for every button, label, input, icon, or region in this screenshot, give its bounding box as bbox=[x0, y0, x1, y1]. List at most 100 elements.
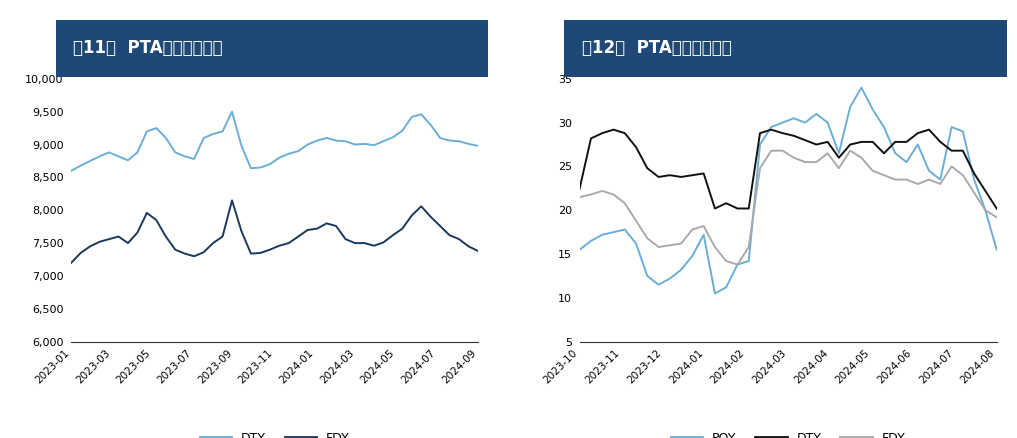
DTY bbox=[968, 171, 980, 176]
FDY bbox=[630, 218, 642, 223]
FDY bbox=[720, 258, 732, 264]
DTY bbox=[855, 139, 868, 145]
DTY bbox=[113, 154, 125, 159]
DTY bbox=[274, 155, 286, 160]
FDY bbox=[274, 243, 286, 248]
FDY bbox=[844, 148, 856, 153]
FDY bbox=[742, 244, 755, 250]
POY bbox=[776, 120, 788, 125]
DTY bbox=[585, 136, 597, 141]
DTY bbox=[900, 139, 912, 145]
DTY bbox=[283, 151, 295, 156]
FDY bbox=[263, 247, 276, 252]
DTY bbox=[923, 127, 936, 132]
POY bbox=[911, 142, 923, 147]
DTY bbox=[197, 135, 210, 141]
DTY bbox=[330, 138, 342, 143]
FDY bbox=[878, 173, 890, 178]
POY bbox=[641, 273, 653, 279]
DTY bbox=[889, 139, 901, 145]
DTY bbox=[254, 165, 266, 170]
FDY bbox=[397, 226, 409, 231]
DTY bbox=[822, 139, 834, 145]
DTY bbox=[320, 135, 333, 141]
DTY bbox=[340, 138, 352, 144]
POY bbox=[596, 232, 608, 237]
DTY bbox=[263, 162, 276, 167]
FDY bbox=[618, 201, 631, 206]
FDY bbox=[463, 244, 475, 249]
DTY bbox=[709, 206, 721, 211]
FDY bbox=[923, 177, 936, 182]
DTY bbox=[415, 112, 427, 117]
DTY bbox=[720, 201, 732, 206]
FDY bbox=[74, 250, 86, 255]
FDY bbox=[799, 159, 812, 165]
FDY bbox=[607, 192, 619, 197]
POY bbox=[957, 129, 969, 134]
POY bbox=[855, 85, 868, 90]
DTY bbox=[368, 143, 380, 148]
FDY bbox=[245, 251, 257, 256]
FDY bbox=[415, 204, 427, 209]
FDY bbox=[226, 198, 238, 203]
FDY bbox=[675, 241, 687, 246]
DTY bbox=[946, 148, 958, 153]
DTY bbox=[406, 114, 418, 120]
FDY bbox=[84, 244, 97, 249]
POY bbox=[991, 247, 1003, 252]
DTY bbox=[911, 131, 923, 136]
POY bbox=[618, 227, 631, 232]
DTY bbox=[151, 126, 163, 131]
DTY bbox=[731, 206, 743, 211]
FDY bbox=[217, 234, 229, 239]
Line: DTY: DTY bbox=[580, 130, 997, 208]
FDY bbox=[283, 240, 295, 246]
DTY bbox=[84, 158, 97, 163]
FDY bbox=[811, 159, 823, 165]
FDY bbox=[453, 237, 465, 242]
DTY bbox=[811, 142, 823, 147]
DTY bbox=[292, 148, 304, 154]
DTY bbox=[742, 206, 755, 211]
FDY bbox=[358, 240, 370, 246]
FDY bbox=[160, 234, 172, 239]
FDY bbox=[653, 244, 665, 250]
DTY bbox=[630, 145, 642, 150]
POY bbox=[709, 291, 721, 296]
DTY bbox=[140, 129, 153, 134]
POY bbox=[900, 159, 912, 165]
DTY bbox=[302, 142, 314, 147]
FDY bbox=[131, 230, 143, 235]
POY bbox=[720, 285, 732, 290]
FDY bbox=[935, 181, 947, 187]
POY bbox=[878, 124, 890, 130]
FDY bbox=[169, 247, 181, 252]
POY bbox=[833, 151, 845, 156]
FDY bbox=[709, 244, 721, 250]
DTY bbox=[799, 138, 812, 143]
Legend: POY, DTY, FDY: POY, DTY, FDY bbox=[666, 427, 910, 438]
DTY bbox=[179, 154, 191, 159]
DTY bbox=[463, 141, 475, 146]
FDY bbox=[188, 254, 200, 259]
POY bbox=[765, 124, 777, 130]
DTY bbox=[844, 142, 856, 147]
Line: DTY: DTY bbox=[71, 112, 478, 171]
DTY bbox=[833, 155, 845, 160]
Line: POY: POY bbox=[580, 88, 997, 293]
DTY bbox=[957, 148, 969, 153]
DTY bbox=[188, 156, 200, 162]
POY bbox=[822, 120, 834, 125]
FDY bbox=[94, 239, 106, 244]
DTY bbox=[94, 154, 106, 159]
FDY bbox=[754, 166, 766, 171]
DTY bbox=[472, 143, 484, 148]
FDY bbox=[340, 237, 352, 242]
DTY bbox=[935, 139, 947, 145]
FDY bbox=[900, 177, 912, 182]
DTY bbox=[776, 131, 788, 136]
FDY bbox=[957, 173, 969, 178]
DTY bbox=[349, 142, 361, 147]
DTY bbox=[160, 135, 172, 141]
